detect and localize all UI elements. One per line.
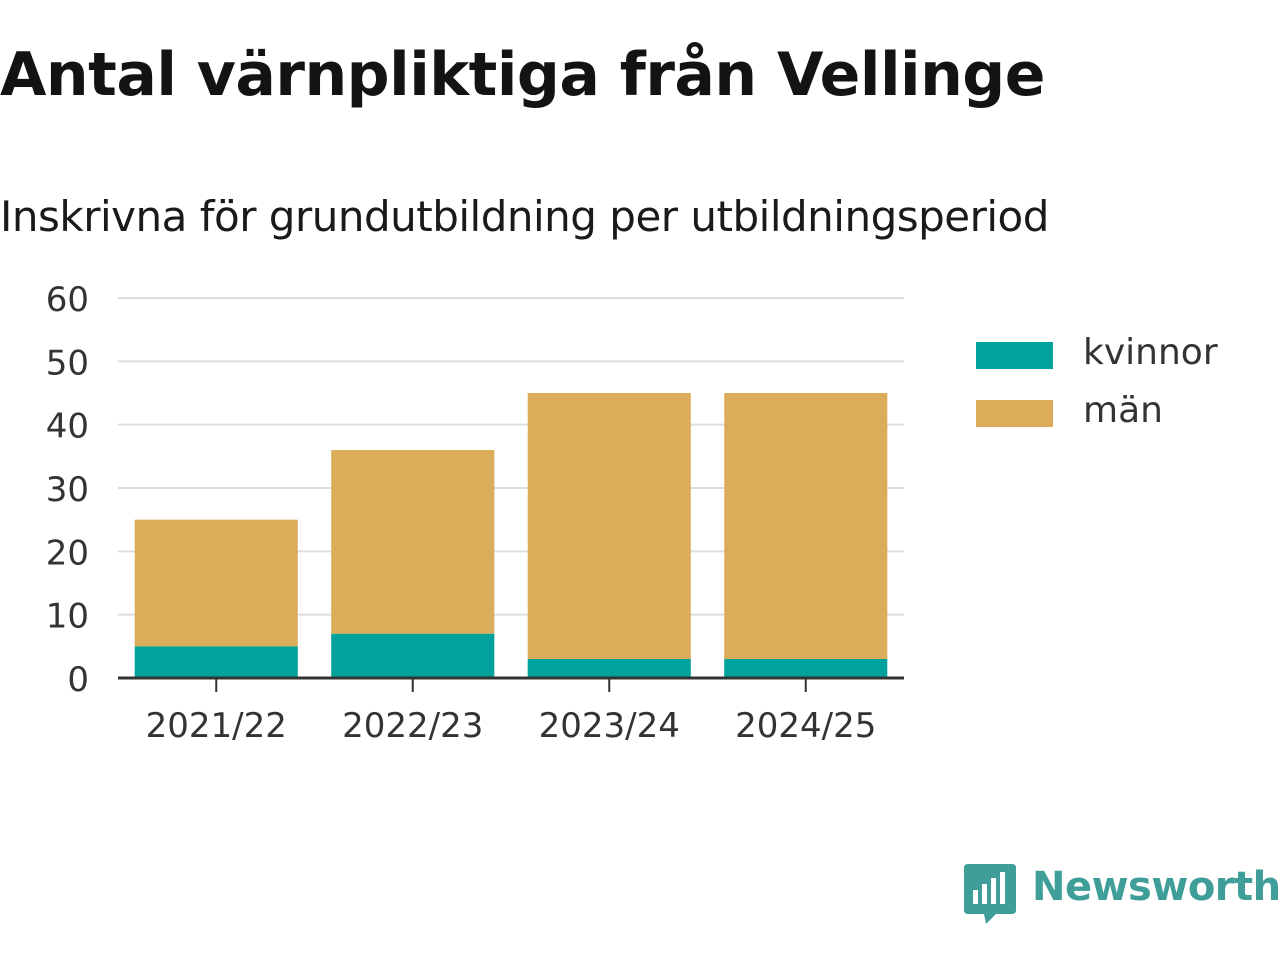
x-tick-label: 2024/25 xyxy=(735,706,876,746)
bar-man xyxy=(134,519,298,647)
y-axis-ticks: 0 10 20 30 40 50 60 xyxy=(46,280,89,700)
brand-name: Newsworthy xyxy=(1032,864,1280,910)
bar-man xyxy=(527,393,691,659)
x-tick-label: 2021/22 xyxy=(146,706,287,746)
x-tick-label: 2022/23 xyxy=(342,706,483,746)
chart-title: Antal värnpliktiga från Vellinge xyxy=(0,40,1045,110)
y-tick-label: 40 xyxy=(46,407,89,447)
bar-stacks xyxy=(134,393,888,678)
legend-swatch-man xyxy=(976,400,1053,427)
bar-man xyxy=(724,393,888,659)
y-tick-label: 30 xyxy=(46,470,89,510)
bar-man xyxy=(331,450,495,634)
y-tick-label: 0 xyxy=(67,660,89,700)
x-axis xyxy=(118,676,904,692)
legend-label-man: män xyxy=(1083,390,1163,431)
bar-kvinnor xyxy=(527,659,691,678)
chart-subtitle: Inskrivna för grundutbildning per utbild… xyxy=(0,192,1049,241)
y-tick-label: 60 xyxy=(46,280,89,320)
brand-logo: Newsworthy xyxy=(964,862,1280,926)
newsworthy-logo-icon xyxy=(964,864,1016,924)
bar-kvinnor xyxy=(134,646,298,678)
legend-swatch-kvinnor xyxy=(976,342,1053,369)
y-tick-label: 10 xyxy=(46,597,89,637)
y-tick-label: 50 xyxy=(46,343,89,383)
x-axis-ticks: 2021/22 2022/23 2023/24 2024/25 xyxy=(146,706,877,746)
x-tick-label: 2023/24 xyxy=(539,706,680,746)
bar-kvinnor xyxy=(331,633,495,678)
legend-label-kvinnor: kvinnor xyxy=(1083,332,1218,373)
y-tick-label: 20 xyxy=(46,533,89,573)
bar-kvinnor xyxy=(724,659,888,678)
